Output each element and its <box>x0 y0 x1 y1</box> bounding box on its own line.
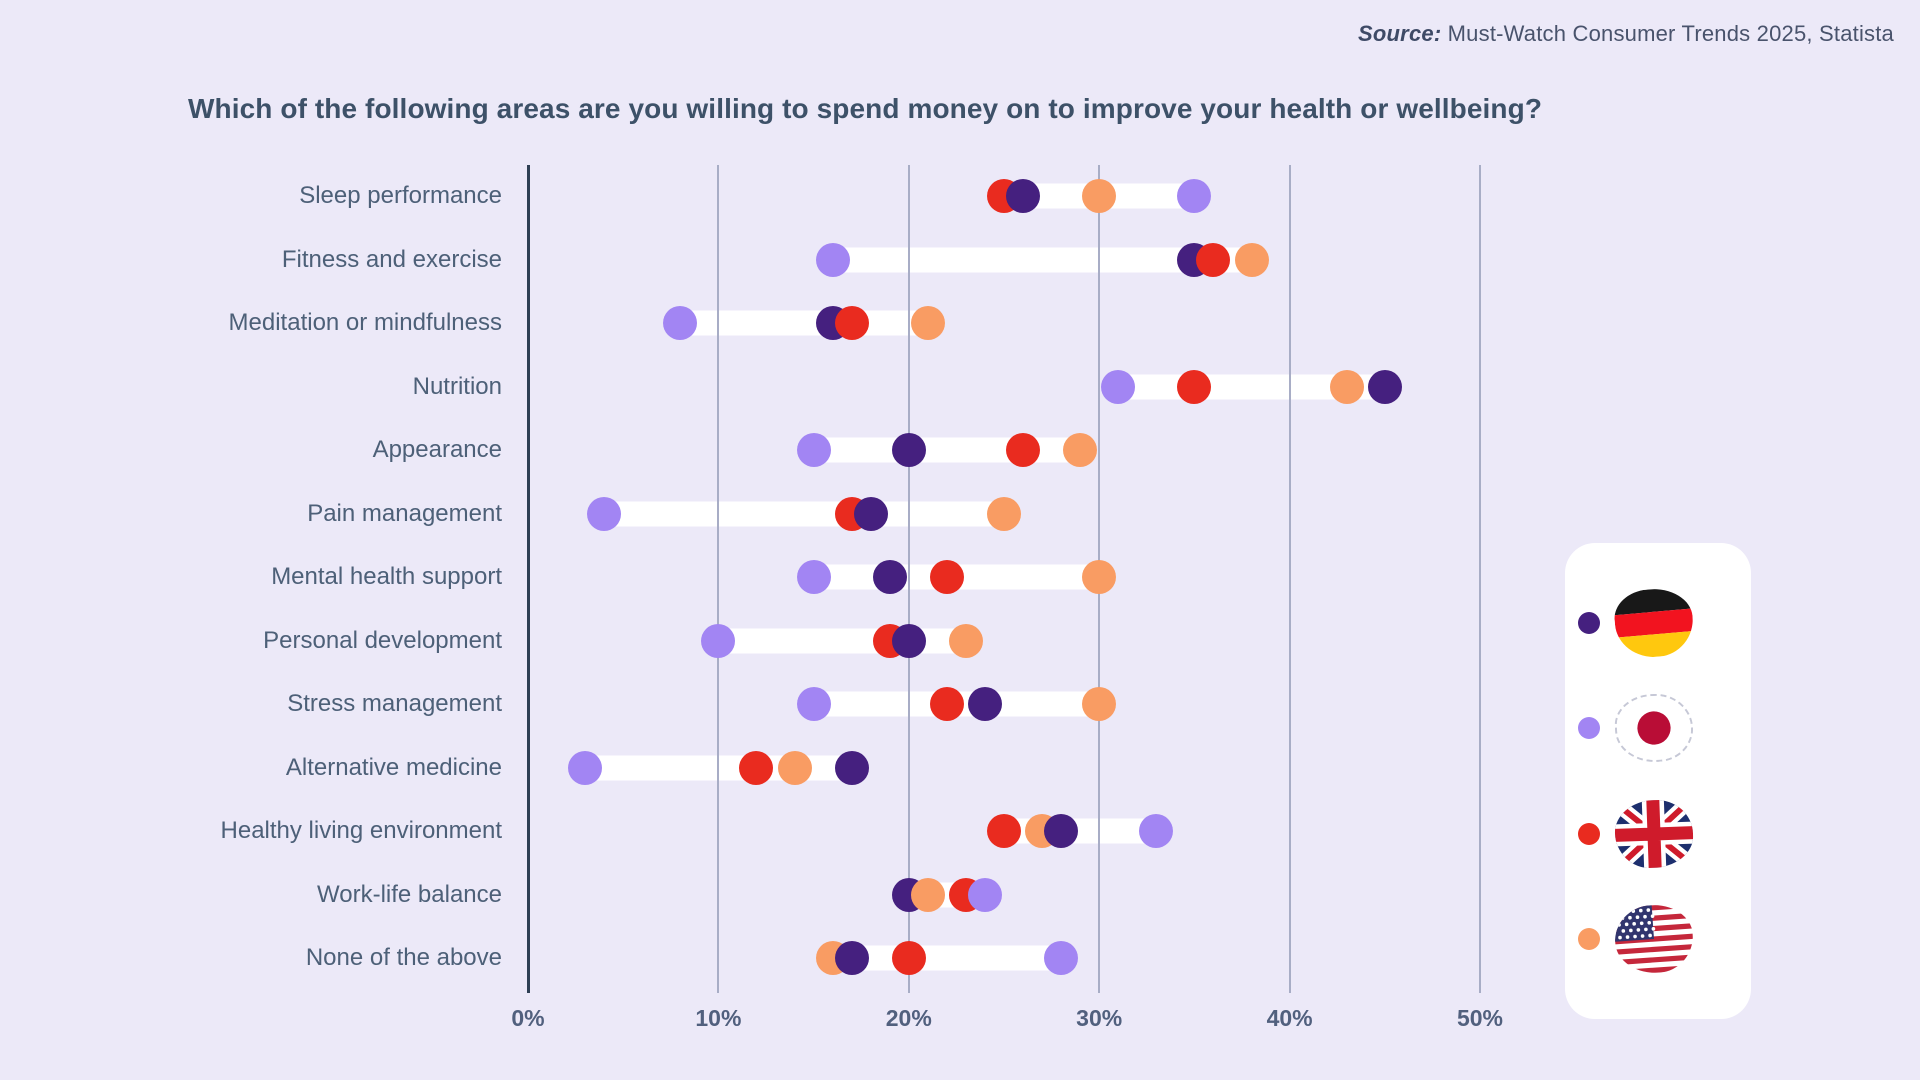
us-flag-icon <box>1612 902 1696 976</box>
dot-japan-meditation-or-mindfulness <box>663 306 698 340</box>
gridline-50 <box>1479 165 1481 993</box>
range-band-appearance <box>796 437 1098 463</box>
gridline-20 <box>907 165 910 993</box>
legend-dot-united-states <box>1578 928 1600 951</box>
x-tick-30: 30% <box>1076 1005 1123 1031</box>
chart-title: Which of the following areas are you wil… <box>188 93 1543 124</box>
dot-japan-sleep-performance <box>1177 179 1212 213</box>
gridline-10 <box>717 165 720 993</box>
dot-japan-alternative-medicine <box>568 750 603 785</box>
uk-flag-icon <box>1613 798 1695 870</box>
legend-item-united-states <box>1565 902 1751 976</box>
dot-germany-alternative-medicine <box>834 750 869 785</box>
dot-united-kingdom-healthy-living-environment <box>987 814 1021 848</box>
dot-united-states-sleep-performance <box>1082 179 1117 213</box>
source-text: Must-Watch Consumer Trends 2025, Statist… <box>1441 21 1894 46</box>
dot-germany-sleep-performance <box>1006 179 1041 213</box>
x-axis-line <box>526 165 530 993</box>
japan-flag-icon <box>1613 692 1695 765</box>
range-band-meditation-or-mindfulness <box>663 310 945 336</box>
dot-united-states-personal-development <box>948 623 983 658</box>
dot-japan-none-of-the-above <box>1044 941 1079 975</box>
dot-united-states-nutrition <box>1329 369 1364 404</box>
dot-germany-personal-development <box>891 623 926 658</box>
dot-united-states-alternative-medicine <box>777 750 812 785</box>
dot-united-kingdom-fitness-and-exercise <box>1196 242 1231 277</box>
category-label-meditation-or-mindfulness: Meditation or mindfulness <box>228 309 502 336</box>
dot-germany-healthy-living-environment <box>1044 814 1079 848</box>
legend-dot-germany <box>1578 611 1600 634</box>
x-tick-50: 50% <box>1456 1005 1504 1031</box>
category-label-healthy-living-environment: Healthy living environment <box>220 817 502 844</box>
legend-dot-japan <box>1578 717 1600 740</box>
dot-japan-nutrition <box>1101 369 1136 404</box>
dot-united-kingdom-mental-health-support <box>929 560 964 594</box>
category-label-mental-health-support: Mental health support <box>271 563 502 590</box>
dot-germany-stress-management <box>967 687 1002 721</box>
category-label-stress-management: Stress management <box>287 690 502 717</box>
dot-japan-healthy-living-environment <box>1139 814 1174 848</box>
gridline-40 <box>1288 165 1291 993</box>
dot-united-kingdom-none-of-the-above <box>891 941 926 975</box>
x-tick-10: 10% <box>695 1005 742 1031</box>
source-label: Source: <box>1358 21 1442 46</box>
germany-flag-icon <box>1612 585 1696 660</box>
dot-japan-personal-development <box>701 623 736 658</box>
legend-dot-united-kingdom <box>1578 822 1600 845</box>
source-note: Source: Must-Watch Consumer Trends 2025,… <box>1358 21 1894 47</box>
dot-germany-mental-health-support <box>872 560 907 594</box>
dot-japan-appearance <box>796 433 831 467</box>
legend <box>1565 543 1751 1019</box>
category-label-personal-development: Personal development <box>263 626 502 654</box>
dot-japan-fitness-and-exercise <box>815 242 850 277</box>
dot-united-kingdom-stress-management <box>929 687 964 721</box>
category-label-pain-management: Pain management <box>307 499 502 527</box>
dot-united-states-pain-management <box>987 496 1021 531</box>
x-tick-0: 0% <box>511 1005 545 1031</box>
dot-germany-appearance <box>891 433 926 467</box>
dot-united-kingdom-alternative-medicine <box>739 750 774 785</box>
dot-germany-nutrition <box>1367 369 1402 404</box>
dot-germany-pain-management <box>853 496 888 531</box>
dot-japan-stress-management <box>796 687 831 721</box>
dot-united-kingdom-meditation-or-mindfulness <box>834 306 869 340</box>
x-tick-20: 20% <box>885 1005 932 1031</box>
dot-japan-mental-health-support <box>796 560 831 594</box>
dot-united-states-stress-management <box>1082 687 1117 721</box>
dot-united-kingdom-appearance <box>1006 433 1041 467</box>
category-label-alternative-medicine: Alternative medicine <box>285 753 502 781</box>
dot-japan-work-life-balance <box>967 877 1002 912</box>
dot-germany-none-of-the-above <box>834 941 869 975</box>
dot-united-states-mental-health-support <box>1082 560 1117 594</box>
dot-united-states-fitness-and-exercise <box>1234 242 1269 277</box>
category-label-appearance: Appearance <box>372 436 502 463</box>
legend-item-germany <box>1565 585 1751 660</box>
category-axis: Sleep performance Fitness and exercise Med… <box>100 165 514 1000</box>
dot-united-states-appearance <box>1063 433 1098 467</box>
category-label-sleep-performance: Sleep performance <box>299 182 502 209</box>
dot-united-states-work-life-balance <box>910 877 945 912</box>
x-tick-40: 40% <box>1266 1005 1313 1031</box>
category-label-work-life-balance: Work-life balance <box>317 880 502 908</box>
category-label-none-of-the-above: None of the above <box>305 944 502 971</box>
category-label-fitness-and-exercise: Fitness and exercise <box>281 245 502 273</box>
range-band-pain-management <box>587 501 1021 526</box>
dot-united-states-meditation-or-mindfulness <box>910 306 945 340</box>
legend-item-united-kingdom <box>1565 798 1751 870</box>
dot-united-kingdom-nutrition <box>1177 369 1212 404</box>
category-label-nutrition: Nutrition <box>412 372 502 400</box>
legend-item-japan <box>1565 692 1751 765</box>
dot-japan-pain-management <box>587 496 622 531</box>
plot-area: 0% 10% 20% 30% 40% 50% <box>511 165 1558 1045</box>
range-band-personal-development <box>701 628 983 653</box>
